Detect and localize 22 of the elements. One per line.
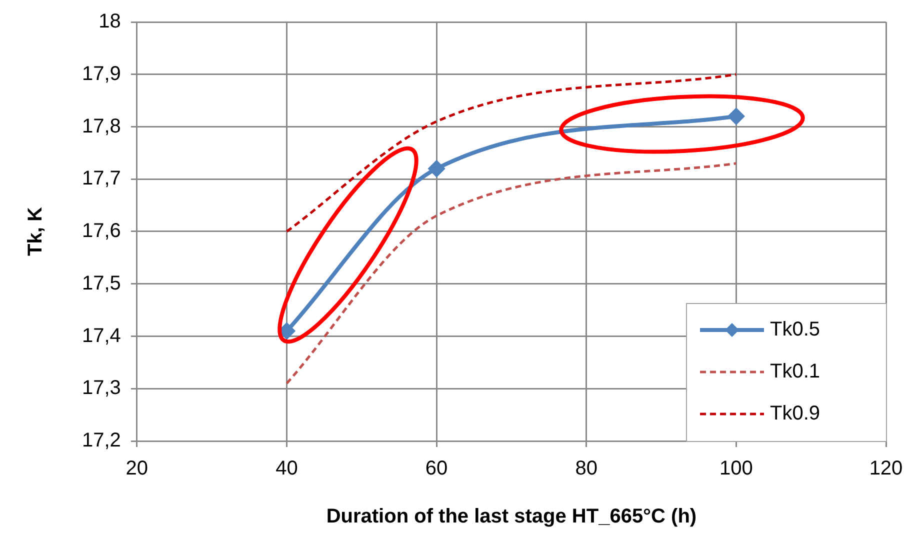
x-tick-label: 100 [720,458,753,480]
legend-label: Tk0.5 [770,318,820,341]
x-tick-label: 20 [126,458,148,480]
legend-label: Tk0.9 [770,402,820,425]
y-tick-label: 17,5 [82,272,121,294]
x-axis-title: Duration of the last stage HT_665°C (h) [326,506,697,528]
x-tick-label: 60 [425,458,448,480]
point [428,160,445,177]
y-tick-label: 17,3 [82,377,121,400]
y-tick-label: 17,6 [82,220,121,242]
y-tick-label: 17,4 [82,324,121,347]
y-axis-title: Tk, K [24,206,47,256]
y-tick-label: 17,7 [82,168,121,190]
x-tick-label: 40 [276,458,298,480]
x-tick-label: 120 [869,458,903,480]
x-tick-label: 80 [575,458,598,480]
y-tick-label: 17,9 [82,62,121,85]
y-tick-label: 18 [98,10,121,33]
y-tick-label: 17,2 [82,430,121,452]
point [728,108,744,124]
legend-label: Tk0.1 [770,360,820,383]
y-tick-label: 17,8 [82,115,121,138]
